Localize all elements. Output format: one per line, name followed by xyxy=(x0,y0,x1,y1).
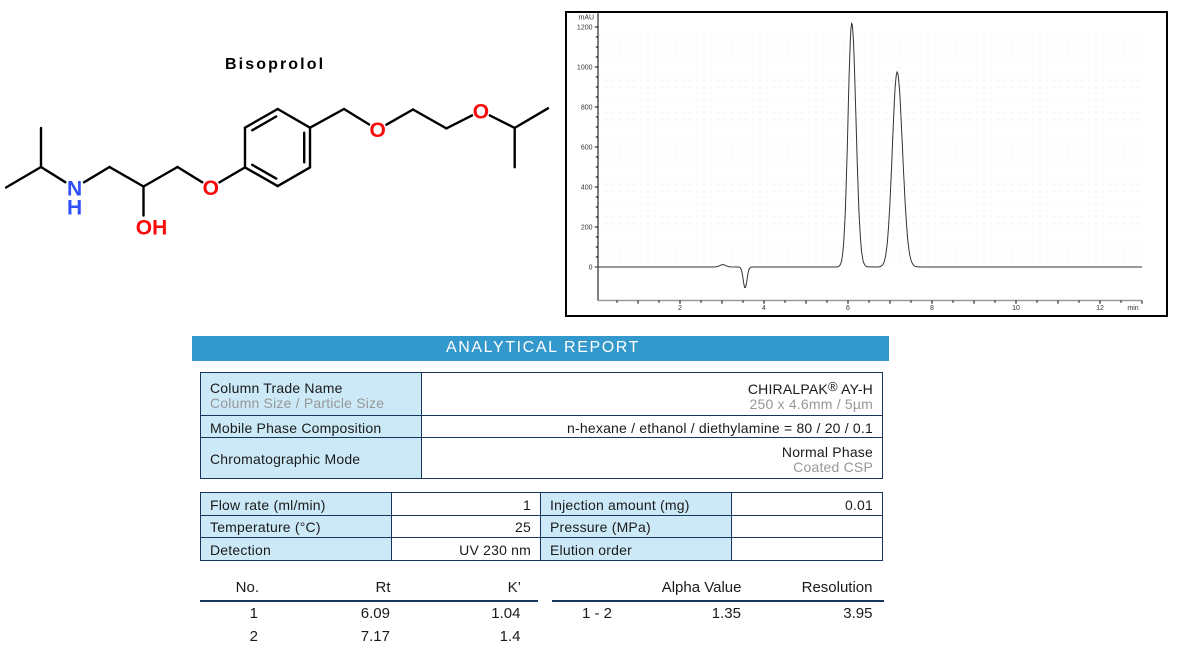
svg-text:8: 8 xyxy=(930,305,934,312)
svg-text:mAU: mAU xyxy=(579,15,595,22)
svg-text:400: 400 xyxy=(581,185,593,192)
svg-text:800: 800 xyxy=(581,105,593,112)
svg-text:4: 4 xyxy=(762,305,766,312)
svg-text:600: 600 xyxy=(581,145,593,152)
svg-text:200: 200 xyxy=(581,225,593,232)
svg-text:O: O xyxy=(203,177,219,200)
svg-text:0: 0 xyxy=(589,265,593,272)
svg-text:10: 10 xyxy=(1012,305,1020,312)
svg-text:OH: OH xyxy=(136,217,168,240)
svg-text:O: O xyxy=(473,100,489,123)
svg-text:2: 2 xyxy=(678,305,682,312)
svg-text:1200: 1200 xyxy=(577,25,593,32)
svg-text:min: min xyxy=(1127,305,1138,312)
svg-text:O: O xyxy=(370,119,386,142)
svg-text:12: 12 xyxy=(1096,305,1104,312)
svg-text:N: N xyxy=(67,178,82,201)
svg-text:6: 6 xyxy=(846,305,850,312)
svg-text:H: H xyxy=(67,197,82,220)
svg-text:1000: 1000 xyxy=(577,65,593,72)
